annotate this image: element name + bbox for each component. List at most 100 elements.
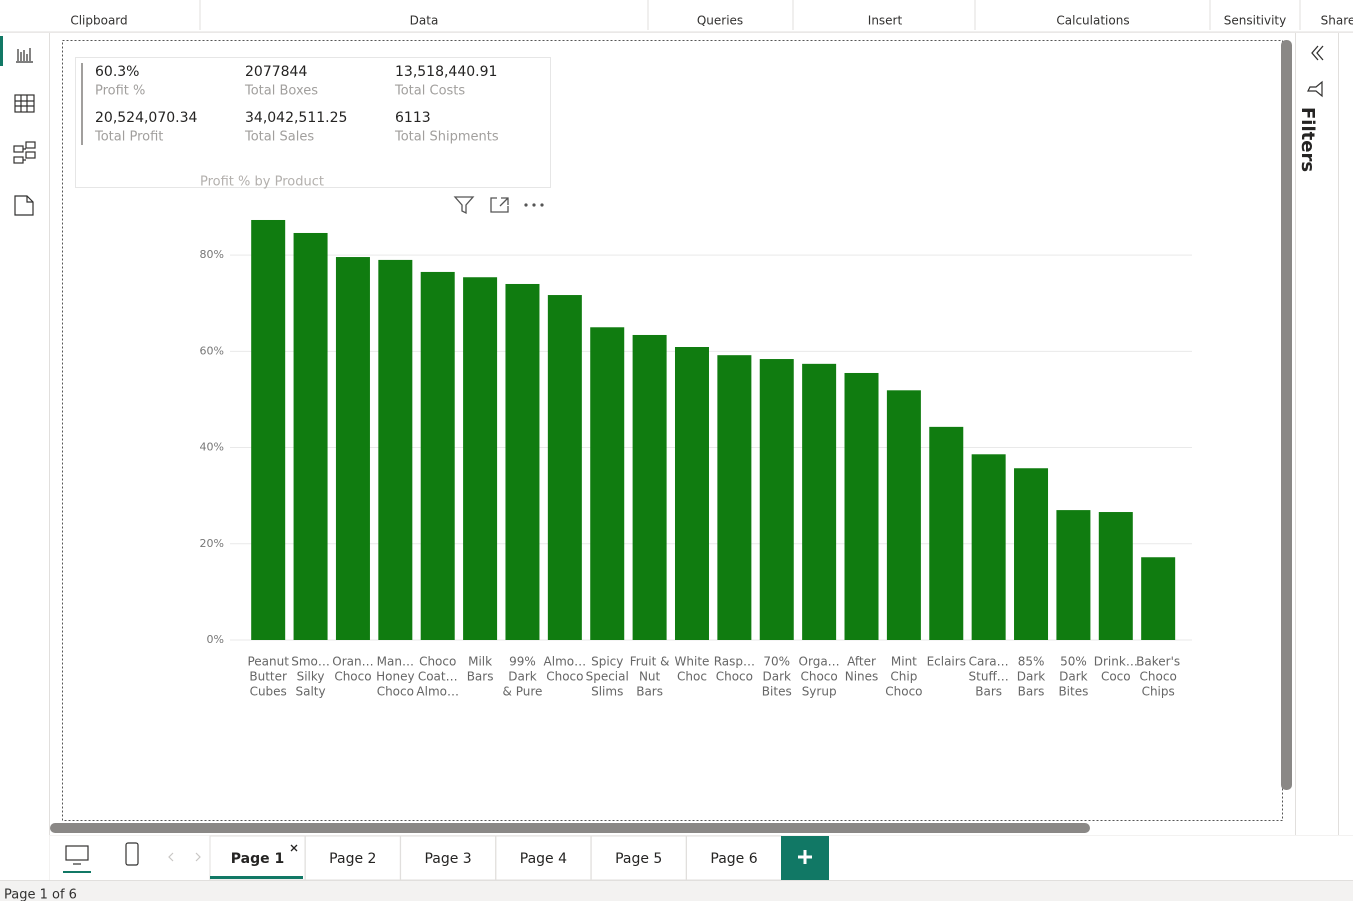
y-tick-label: 0%	[207, 633, 224, 646]
more-options-icon[interactable]	[524, 203, 544, 207]
x-tick-label: Man…	[377, 655, 414, 669]
filter-pane-icon	[1307, 80, 1323, 98]
bar[interactable]	[1141, 557, 1176, 640]
page-tab[interactable]	[400, 835, 497, 881]
bar[interactable]	[547, 295, 582, 640]
x-tick-label: Drink…	[1094, 655, 1138, 669]
chart-title: Profit % by Product	[200, 175, 324, 190]
x-tick-label: Mint	[891, 655, 917, 669]
bar[interactable]	[844, 372, 879, 640]
x-tick-label: Nines	[845, 670, 879, 684]
page-tab-label[interactable]: Page 4	[520, 851, 567, 867]
collapse-icon[interactable]	[1311, 45, 1324, 61]
bar[interactable]	[886, 390, 921, 640]
x-tick-label: Honey	[376, 670, 414, 684]
page-tab-label[interactable]: Page 6	[710, 851, 757, 867]
page-tab[interactable]	[590, 835, 687, 881]
x-tick-label: After	[847, 655, 876, 669]
ribbon-group-label: Calculations	[1056, 14, 1129, 28]
kpi-label: Total Shipments	[394, 130, 499, 145]
x-tick-label: Milk	[468, 655, 492, 669]
active-tab-underline	[210, 876, 303, 879]
bar[interactable]	[759, 359, 794, 640]
ribbon-group-label: Queries	[697, 14, 743, 28]
page-tab[interactable]	[495, 835, 592, 881]
x-tick-label: Choco	[419, 655, 456, 669]
ribbon-group-label: Data	[410, 14, 439, 28]
focus-mode-icon[interactable]	[490, 197, 509, 213]
y-tick-label: 20%	[200, 537, 224, 550]
kpi-value: 60.3%	[95, 64, 139, 80]
table-view-icon[interactable]	[14, 94, 35, 113]
x-tick-label: Fruit &	[630, 655, 670, 669]
bar[interactable]	[971, 454, 1006, 640]
bar[interactable]	[463, 277, 498, 640]
bar[interactable]	[420, 271, 455, 640]
x-tick-label: Bites	[1058, 685, 1088, 699]
x-tick-label: Dark	[508, 670, 537, 684]
x-tick-label: Dark	[1017, 670, 1046, 684]
kpi-label: Total Boxes	[244, 84, 318, 99]
kpi-label: Profit %	[95, 84, 145, 99]
x-tick-label: Butter	[249, 670, 287, 684]
bar[interactable]	[1098, 512, 1133, 640]
x-tick-label: Almo…	[544, 655, 587, 669]
bar[interactable]	[378, 259, 413, 640]
bar[interactable]	[802, 363, 837, 640]
y-tick-label: 60%	[200, 344, 224, 357]
bar[interactable]	[632, 334, 667, 640]
bar[interactable]	[674, 347, 709, 640]
bar[interactable]	[717, 355, 752, 640]
kpi-value: 2077844	[245, 64, 307, 80]
bar-chart[interactable]: Profit % by Product 0% 20% 40% 60% 80% Peanut…	[200, 175, 1192, 699]
page-tab[interactable]	[686, 835, 782, 881]
dax-view-icon[interactable]	[14, 195, 34, 216]
x-tick-label: Almo…	[416, 685, 459, 699]
x-tick-label: Coat…	[418, 670, 458, 684]
kpi-value: 6113	[395, 110, 431, 126]
bar[interactable]	[251, 219, 286, 641]
x-tick-label: Choco	[800, 670, 837, 684]
bar[interactable]	[1056, 510, 1091, 640]
horizontal-scrollbar[interactable]	[50, 823, 1090, 833]
desktop-layout-icon[interactable]	[65, 845, 89, 865]
x-tick-label: Smo…	[291, 655, 330, 669]
page-tab-label[interactable]: Page 5	[615, 851, 662, 867]
x-tick-label: 85%	[1018, 655, 1045, 669]
x-tick-label: 99%	[509, 655, 536, 669]
x-tick-label: Spicy	[591, 655, 623, 669]
kpi-value: 20,524,070.34	[95, 110, 198, 126]
bar[interactable]	[293, 232, 328, 641]
bar[interactable]	[335, 257, 370, 640]
page-tab-label[interactable]: Page 1	[231, 851, 284, 867]
x-tick-label: & Pure	[503, 685, 543, 699]
kpi-card[interactable]	[75, 57, 551, 188]
add-icon	[798, 850, 812, 864]
x-tick-label: Bites	[762, 685, 792, 699]
bar[interactable]	[590, 327, 625, 640]
page-tab-label[interactable]: Page 3	[424, 851, 471, 867]
status-text: Page 1 of 6	[4, 888, 77, 901]
report-view-icon[interactable]	[15, 47, 33, 63]
x-tick-label: Choc	[677, 670, 707, 684]
x-tick-label: Bars	[975, 685, 1002, 699]
x-tick-label: Chip	[890, 670, 917, 684]
x-tick-label: Dark	[763, 670, 792, 684]
next-page-arrow[interactable]	[195, 852, 201, 862]
bar[interactable]	[505, 283, 540, 640]
bar[interactable]	[1014, 468, 1049, 640]
vertical-scrollbar[interactable]	[1281, 40, 1292, 790]
kpi-label: Total Profit	[94, 130, 163, 145]
kpi-value: 34,042,511.25	[245, 110, 347, 126]
close-tab-icon[interactable]	[290, 844, 298, 852]
page-tab-label[interactable]: Page 2	[329, 851, 376, 867]
filter-icon[interactable]	[453, 196, 475, 215]
kpi-label: Total Costs	[394, 84, 465, 99]
x-tick-label: 50%	[1060, 655, 1087, 669]
filters-pane-title[interactable]: Filters	[1297, 107, 1318, 172]
bar[interactable]	[929, 426, 964, 640]
mobile-layout-icon[interactable]	[125, 842, 139, 866]
prev-page-arrow[interactable]	[168, 852, 174, 862]
model-view-icon[interactable]	[13, 141, 36, 164]
